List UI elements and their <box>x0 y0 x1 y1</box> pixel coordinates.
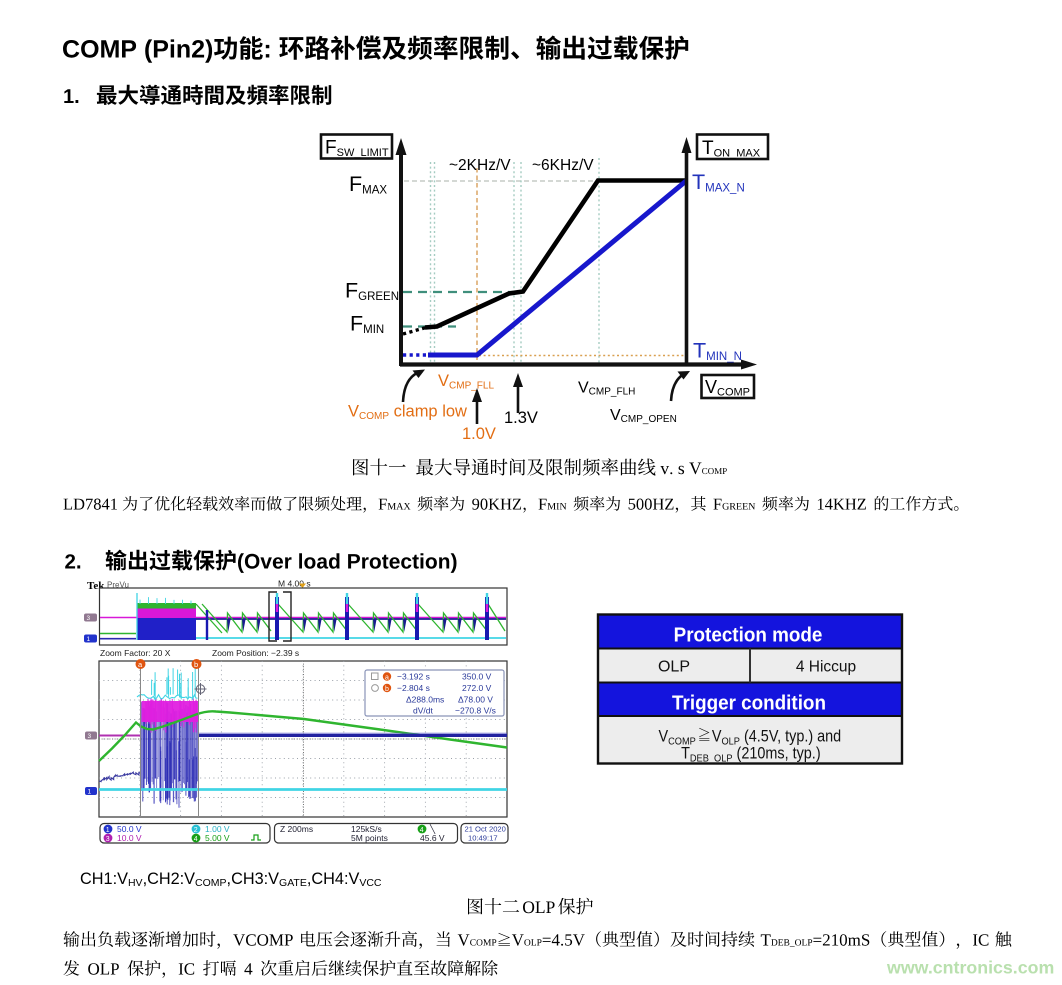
svg-text:TMIN_N: TMIN_N <box>693 339 742 364</box>
svg-text:VCMP_FLL: VCMP_FLL <box>438 372 494 392</box>
svg-text:10.0 V: 10.0 V <box>117 833 142 843</box>
svg-text:TMAX_N: TMAX_N <box>692 170 745 195</box>
svg-text:50.0 V: 50.0 V <box>117 824 142 834</box>
svg-text:FGREEN: FGREEN <box>345 279 399 304</box>
svg-text:VCMP_FLH: VCMP_FLH <box>578 380 635 398</box>
svg-text:4 Hiccup: 4 Hiccup <box>796 659 856 676</box>
svg-text:FMAX: FMAX <box>349 172 387 197</box>
svg-text:Trigger condition: Trigger condition <box>672 692 826 715</box>
svg-text:1.0V: 1.0V <box>462 425 496 443</box>
svg-text:PreVu: PreVu <box>107 581 129 590</box>
svg-text:╲: ╲ <box>429 823 436 835</box>
svg-text:21 Oct 2020: 21 Oct 2020 <box>465 825 506 834</box>
svg-text:M 4.00 s: M 4.00 s <box>278 579 311 589</box>
svg-text:FMIN: FMIN <box>350 312 384 337</box>
svg-text:272.0 V: 272.0 V <box>462 683 492 693</box>
svg-text:VCMP_OPEN: VCMP_OPEN <box>610 407 677 425</box>
svg-text:−3.192 s: −3.192 s <box>397 672 430 682</box>
svg-text:Zoom Factor: 20 X: Zoom Factor: 20 X <box>100 648 171 658</box>
svg-text:~2KHz/V: ~2KHz/V <box>449 157 511 174</box>
svg-text:−2.804 s: −2.804 s <box>397 683 430 693</box>
svg-text:1: 1 <box>87 636 91 643</box>
svg-text:2: 2 <box>194 827 198 834</box>
svg-text:5.00 V: 5.00 V <box>205 833 230 843</box>
svg-text:5M points: 5M points <box>351 833 388 843</box>
svg-text:45.6 V: 45.6 V <box>420 833 445 843</box>
svg-text:−270.8 V/s: −270.8 V/s <box>455 706 496 716</box>
svg-text:350.0 V: 350.0 V <box>462 672 492 682</box>
svg-text:Δ288.0ms: Δ288.0ms <box>406 695 444 705</box>
svg-text:VCOMP clamp low: VCOMP clamp low <box>348 403 467 423</box>
svg-text:3: 3 <box>106 836 110 843</box>
svg-text:4: 4 <box>420 827 424 834</box>
svg-text:dV/dt: dV/dt <box>413 706 433 716</box>
svg-text:3: 3 <box>87 615 91 622</box>
svg-text:~6KHz/V: ~6KHz/V <box>532 157 594 174</box>
svg-text:Z 200ms: Z 200ms <box>280 824 313 834</box>
svg-text:www.cntronics.com: www.cntronics.com <box>886 958 1054 978</box>
svg-text:1: 1 <box>88 789 92 796</box>
svg-text:b: b <box>385 686 389 693</box>
svg-text:3: 3 <box>88 733 92 740</box>
svg-text:a: a <box>385 674 389 681</box>
svg-text:VOLP (4.5V, typ.) and: VOLP (4.5V, typ.) and <box>712 728 841 748</box>
svg-text:Protection mode: Protection mode <box>674 624 823 647</box>
svg-text:CH1:VHV,CH2:VCOMP,CH3:VGATE,CH: CH1:VHV,CH2:VCOMP,CH3:VGATE,CH4:VVCC <box>80 870 382 889</box>
svg-text:1: 1 <box>106 827 110 834</box>
svg-text:Δ78.00 V: Δ78.00 V <box>458 695 493 705</box>
svg-text:b: b <box>194 660 198 669</box>
svg-text:OLP: OLP <box>658 659 690 676</box>
svg-text:1.3V: 1.3V <box>504 409 538 427</box>
svg-text:1.00 V: 1.00 V <box>205 824 230 834</box>
svg-text:10:49:17: 10:49:17 <box>468 834 498 843</box>
svg-text:a: a <box>138 660 143 669</box>
svg-text:Zoom Position: −2.39 s: Zoom Position: −2.39 s <box>212 648 299 658</box>
svg-text:4: 4 <box>194 836 198 843</box>
svg-text:125kS/s: 125kS/s <box>351 824 382 834</box>
